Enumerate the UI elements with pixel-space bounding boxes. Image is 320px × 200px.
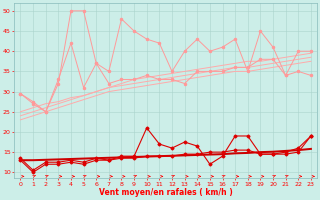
X-axis label: Vent moyen/en rafales ( km/h ): Vent moyen/en rafales ( km/h ): [99, 188, 233, 197]
